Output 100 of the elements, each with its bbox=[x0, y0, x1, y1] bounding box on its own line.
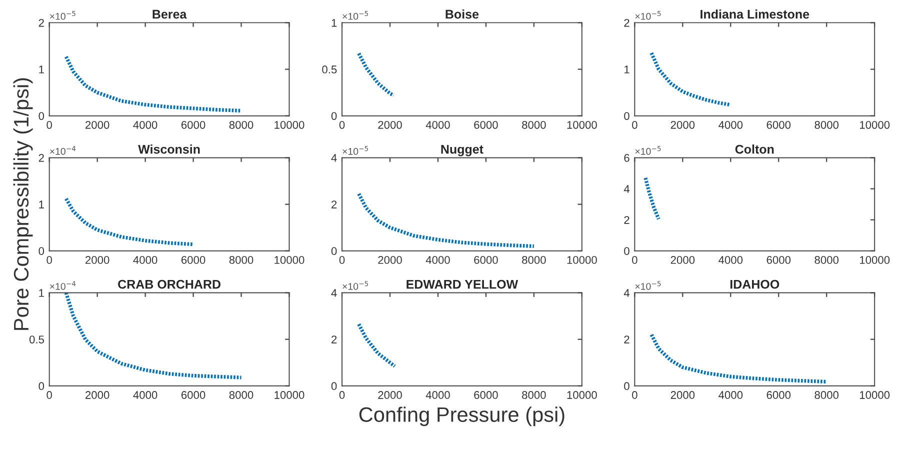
line-series bbox=[356, 322, 397, 368]
y-tick-label: 0.5 bbox=[322, 66, 337, 74]
x-axis-title: Confing Pressure (psi) bbox=[359, 406, 564, 426]
x-tick-label: 10000 bbox=[860, 391, 890, 399]
text: ×10$^{−5}$ bbox=[342, 281, 368, 290]
text: ×10$^{−4}$ bbox=[50, 146, 76, 155]
y-tick-label: 0.5 bbox=[29, 336, 44, 344]
y-tick-label: 4 bbox=[331, 289, 337, 297]
x-tick-label: 0 bbox=[46, 120, 52, 129]
x-tick-label: 6000 bbox=[766, 391, 791, 399]
y-tick-label: 0 bbox=[331, 247, 337, 255]
x-tick-label: 4000 bbox=[133, 391, 158, 399]
x-tick-label: 6000 bbox=[181, 391, 206, 399]
y-tick-label: 0 bbox=[331, 112, 337, 120]
chart-title: Boise bbox=[446, 9, 479, 19]
x-tick-label: 10000 bbox=[274, 256, 304, 264]
y-tick-label: 4 bbox=[331, 154, 337, 162]
x-tick-label: 2000 bbox=[86, 256, 110, 264]
y-tick-label: 4 bbox=[624, 185, 630, 193]
y-tick-label: 2 bbox=[38, 154, 44, 162]
x-tick-label: 2000 bbox=[86, 120, 110, 129]
y-tick-label: 0 bbox=[38, 382, 44, 390]
x-tick-label: 2000 bbox=[670, 391, 695, 399]
line-series bbox=[356, 192, 536, 248]
x-tick-label: 8000 bbox=[814, 391, 839, 399]
y-tick-label: 6 bbox=[624, 154, 630, 162]
x-tick-label: 0 bbox=[46, 391, 52, 399]
chart-title: Wisconsin bbox=[138, 144, 200, 154]
x-tick-label: 10000 bbox=[274, 120, 304, 129]
x-tick-label: 8000 bbox=[229, 256, 254, 264]
y-tick-label: 0 bbox=[331, 382, 337, 390]
x-tick-label: 8000 bbox=[522, 256, 546, 264]
text: ×10$^{−5}$ bbox=[635, 281, 661, 290]
x-tick-label: 2000 bbox=[670, 256, 695, 264]
x-tick-label: 6000 bbox=[766, 256, 791, 264]
x-tick-label: 0 bbox=[339, 120, 345, 129]
y-tick-label: 1 bbox=[39, 200, 44, 208]
text: ×10$^{−5}$ bbox=[635, 11, 661, 20]
x-tick-label: 10000 bbox=[860, 256, 890, 264]
x-tick-label: 10000 bbox=[567, 120, 597, 129]
x-tick-label: 6000 bbox=[474, 256, 498, 264]
y-tick-label: 2 bbox=[624, 18, 630, 27]
x-tick-label: 4000 bbox=[133, 120, 158, 129]
x-tick-label: 8000 bbox=[522, 391, 546, 399]
line-series bbox=[650, 51, 732, 106]
x-tick-label: 8000 bbox=[522, 120, 546, 129]
line-series bbox=[64, 196, 196, 246]
chart-title: Nugget bbox=[441, 144, 484, 156]
x-tick-label: 0 bbox=[632, 391, 638, 399]
x-tick-label: 2000 bbox=[86, 391, 110, 399]
y-tick-label: 2 bbox=[624, 216, 630, 224]
x-tick-label: 2000 bbox=[670, 120, 695, 129]
x-tick-label: 2000 bbox=[378, 120, 402, 129]
x-tick-label: 10000 bbox=[274, 391, 304, 399]
x-tick-label: 10000 bbox=[567, 391, 597, 399]
x-tick-label: 0 bbox=[632, 256, 638, 264]
y-tick-label: 1 bbox=[39, 289, 44, 297]
y-tick-label: 1 bbox=[39, 66, 44, 74]
chart-title: EDWARD YELLOW bbox=[406, 280, 518, 289]
line-series bbox=[356, 52, 396, 98]
chart-title: Colton bbox=[735, 144, 774, 154]
y-tick-label: 2 bbox=[624, 336, 630, 344]
x-tick-label: 8000 bbox=[814, 256, 839, 264]
x-tick-label: 4000 bbox=[426, 256, 450, 264]
x-tick-label: 4000 bbox=[426, 120, 450, 129]
x-tick-label: 6000 bbox=[474, 391, 498, 399]
x-tick-label: 6000 bbox=[474, 120, 498, 129]
x-tick-label: 0 bbox=[632, 120, 638, 129]
line-series bbox=[650, 332, 828, 384]
x-tick-label: 4000 bbox=[718, 256, 743, 264]
y-tick-label: 4 bbox=[624, 289, 630, 297]
y-tick-label: 0 bbox=[624, 112, 630, 120]
text: ×10$^{−5}$ bbox=[50, 11, 76, 20]
x-tick-label: 10000 bbox=[860, 120, 890, 129]
y-tick-label: 0 bbox=[38, 112, 44, 120]
x-tick-label: 4000 bbox=[426, 391, 450, 399]
line-series bbox=[644, 176, 660, 221]
x-tick-label: 8000 bbox=[229, 120, 254, 129]
y-axis-title: Pore Compressibility (1/psi) bbox=[13, 78, 33, 330]
x-tick-label: 6000 bbox=[181, 256, 206, 264]
y-tick-label: 0 bbox=[38, 247, 44, 255]
chart-title: CRAB ORCHARD bbox=[118, 280, 220, 289]
x-tick-label: 8000 bbox=[814, 120, 839, 129]
x-tick-label: 10000 bbox=[567, 256, 597, 264]
x-tick-label: 2000 bbox=[378, 256, 402, 264]
y-tick-label: 1 bbox=[332, 19, 337, 27]
text: ×10$^{−5}$ bbox=[342, 11, 368, 20]
chart-title: Berea bbox=[152, 10, 187, 19]
y-tick-label: 2 bbox=[332, 200, 337, 208]
text: ×10$^{−5}$ bbox=[342, 146, 368, 155]
text: ×10$^{−4}$ bbox=[50, 281, 76, 290]
y-tick-label: 1 bbox=[624, 66, 630, 74]
x-tick-label: 4000 bbox=[718, 120, 743, 129]
text: ×10$^{−5}$ bbox=[635, 146, 661, 155]
y-tick-label: 0 bbox=[624, 247, 630, 255]
y-tick-label: 0 bbox=[624, 382, 630, 390]
x-tick-label: 0 bbox=[339, 256, 345, 264]
x-tick-label: 4000 bbox=[718, 391, 743, 399]
line-series bbox=[64, 292, 244, 380]
y-tick-label: 2 bbox=[332, 336, 337, 344]
